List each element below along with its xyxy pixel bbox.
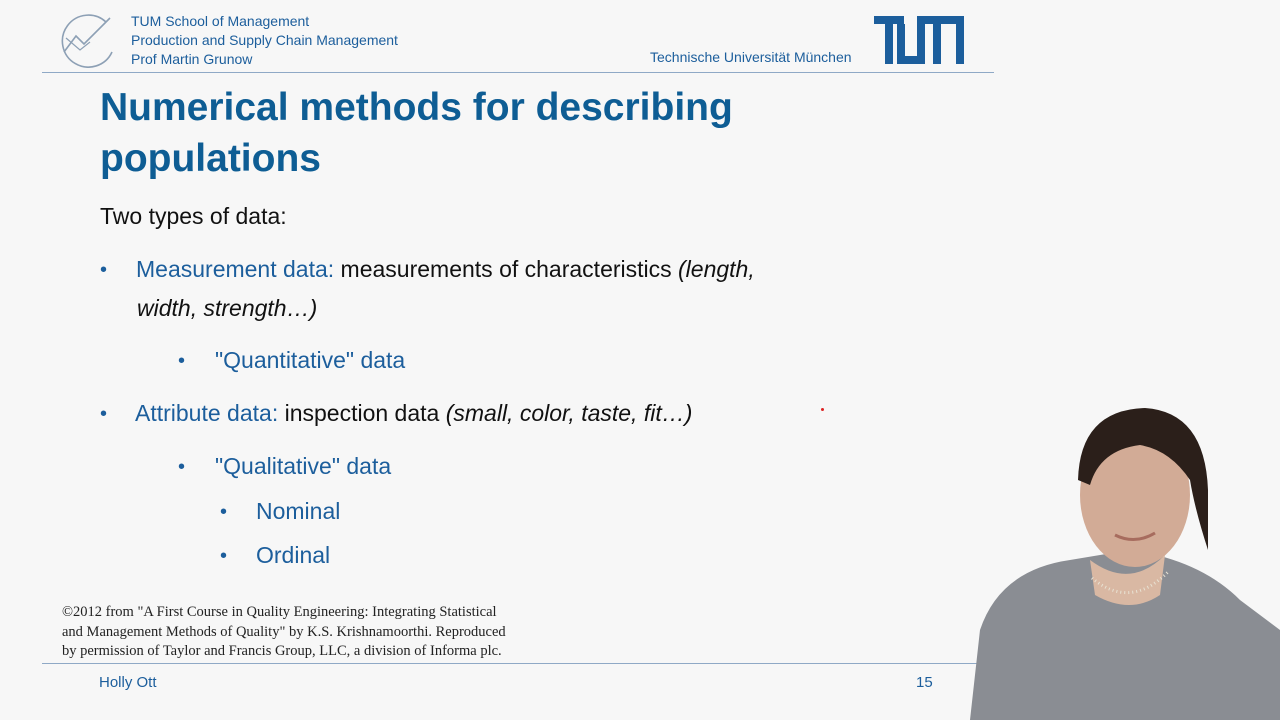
slide-title: Numerical methods for describing populat… bbox=[100, 82, 900, 184]
header-department: TUM School of Management Production and … bbox=[131, 12, 398, 69]
copyright-credit: ©2012 from "A First Course in Quality En… bbox=[62, 603, 506, 662]
laser-pointer-dot bbox=[821, 408, 824, 411]
header-line: Prof Martin Grunow bbox=[131, 51, 253, 67]
bullet-icon: • bbox=[178, 456, 186, 478]
attribute-colon: : bbox=[271, 400, 279, 426]
page-number: 15 bbox=[916, 674, 933, 691]
header-divider bbox=[42, 72, 994, 73]
nominal-label: Nominal bbox=[256, 498, 341, 524]
ordinal-label: Ordinal bbox=[256, 542, 331, 568]
university-name: Technische Universität München bbox=[650, 49, 852, 65]
bullet-icon: • bbox=[100, 403, 108, 425]
quantitative-label: "Quantitative" data bbox=[215, 347, 406, 373]
bullet-icon: • bbox=[100, 259, 108, 281]
header-line: TUM School of Management bbox=[131, 13, 310, 29]
attribute-line: Attribute data: inspection data (small, … bbox=[135, 400, 692, 427]
bullet-icon: • bbox=[220, 501, 228, 523]
attribute-desc: inspection data bbox=[278, 400, 446, 426]
presenter-name: Holly Ott bbox=[99, 674, 157, 691]
presenter-video bbox=[970, 408, 1280, 720]
attribute-examples: (small, color, taste, fit…) bbox=[445, 400, 693, 426]
measurement-examples: (length, bbox=[678, 256, 755, 282]
credit-line: by permission of Taylor and Francis Grou… bbox=[62, 643, 502, 659]
title-line: populations bbox=[100, 137, 321, 180]
bullet-icon: • bbox=[220, 545, 228, 567]
measurement-examples-cont: width, strength…) bbox=[137, 295, 318, 321]
measurement-line: Measurement data: measurements of charac… bbox=[136, 256, 755, 283]
qualitative-label: "Qualitative" data bbox=[215, 453, 392, 479]
header-line: Production and Supply Chain Management bbox=[131, 32, 398, 48]
credit-line: ©2012 from "A First Course in Quality En… bbox=[62, 604, 497, 620]
measurement-term: Measurement data bbox=[136, 256, 328, 282]
bullet-icon: • bbox=[178, 350, 186, 372]
attribute-term: Attribute data bbox=[135, 400, 272, 426]
measurement-desc: measurements of characteristics bbox=[334, 256, 679, 282]
tum-logo-icon bbox=[874, 16, 964, 64]
footer-divider bbox=[42, 663, 982, 664]
intro-text: Two types of data: bbox=[100, 203, 287, 229]
measurement-colon: : bbox=[327, 256, 335, 282]
credit-line: and Management Methods of Quality" by K.… bbox=[62, 623, 506, 640]
title-line: Numerical methods for describing bbox=[100, 86, 733, 129]
tum-school-logo-icon bbox=[61, 14, 113, 68]
